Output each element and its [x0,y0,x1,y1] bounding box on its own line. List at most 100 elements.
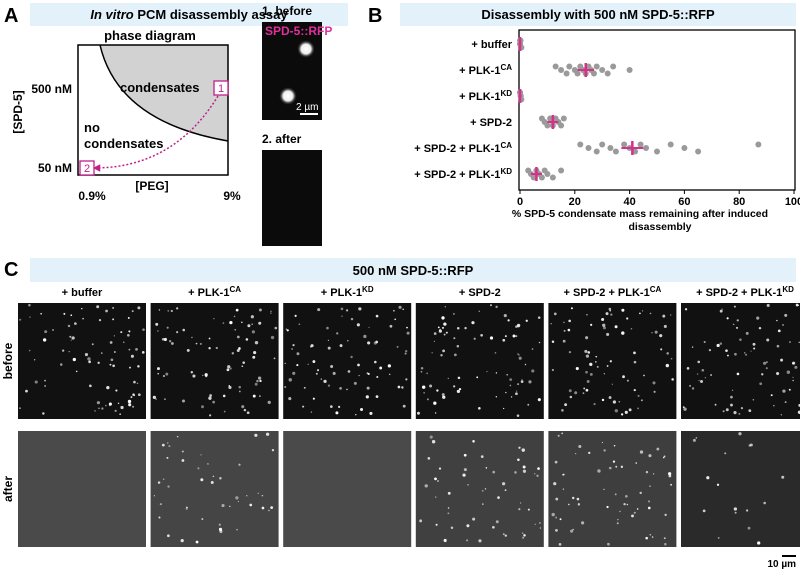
condensate [42,412,45,415]
condensate [257,492,259,494]
condensate [570,529,574,533]
condensate [235,496,239,500]
condensate [686,367,690,370]
condensate [568,389,572,393]
condensate [620,465,624,469]
condensate [389,324,393,328]
condensate [770,394,773,397]
condensate [296,364,299,367]
condensate [539,527,542,529]
panel-letter: B [368,5,382,27]
condensate [503,407,505,410]
condensate [247,324,251,328]
condensate [630,327,633,330]
condensate [670,483,673,486]
condensate [218,527,223,531]
category-label: + buffer [471,39,512,51]
condensate [88,360,92,364]
condensate [595,355,598,358]
condensate [307,363,309,366]
condensate [437,480,440,483]
y-axis-label: [SPD-5] [11,90,25,133]
condensate [75,370,78,373]
condensate [745,331,749,335]
condensate [292,344,295,347]
condensate [288,397,292,401]
condensate [227,365,231,369]
condensate [153,495,155,497]
condensate [251,323,253,325]
condensate [312,360,316,364]
condensate [575,366,579,371]
condensate [766,338,770,342]
condensate [89,384,92,388]
condensate [589,362,593,367]
condensate [109,341,113,344]
condensate [238,390,241,393]
data-point [654,148,660,155]
state-box [79,160,95,176]
condensate [376,375,379,379]
condensate [28,303,31,307]
condensate [609,360,612,363]
condensate [554,460,558,464]
condensate [558,543,562,546]
condensate [159,503,162,506]
x-tick-label: 20 [569,196,581,208]
condensate [157,330,159,332]
condensate [504,489,507,492]
transition-arrow [92,95,219,172]
condensate [234,328,237,331]
condensate [569,395,573,399]
condensate [450,526,454,530]
condensate [336,332,339,335]
condensate [208,396,212,400]
condensate [453,385,456,388]
micrograph [283,303,412,419]
condensate [201,518,204,521]
condensate [44,385,47,387]
condensate [640,399,643,402]
condensate [456,326,460,330]
column-label: + SPD-2 + PLK-1CA [564,285,662,300]
condensate [120,331,123,334]
condensate [732,323,735,326]
condensate [261,506,265,510]
condensate [284,362,286,365]
condensate [182,328,185,332]
condensate [62,349,65,352]
column-label: + buffer [62,287,103,299]
condensate [765,361,768,364]
condensate [128,366,131,369]
condensate [734,352,737,356]
condensate [254,433,258,437]
condensate [241,321,243,324]
condensate [692,438,696,442]
condensate [734,511,737,514]
condensate [780,414,783,416]
condensate [555,528,558,532]
condensate [703,340,706,344]
condensate [786,370,791,374]
condensate [42,338,47,342]
condensate [485,467,488,469]
condensate [721,308,723,310]
condensate [396,345,399,348]
condensate [649,485,651,487]
condensate [447,512,450,515]
condensate [315,372,318,375]
condensate [208,337,211,340]
condensate [105,309,108,313]
condensate [574,452,577,455]
state-label: 1 [218,83,224,95]
condensate [704,377,706,379]
condensate [176,307,179,310]
condensate [258,308,262,312]
condensate [645,536,648,540]
condensate [603,373,605,375]
condensate [297,40,315,58]
condensate [663,455,666,458]
condensate [480,455,484,458]
condensate [233,315,236,318]
micrograph [548,303,677,419]
